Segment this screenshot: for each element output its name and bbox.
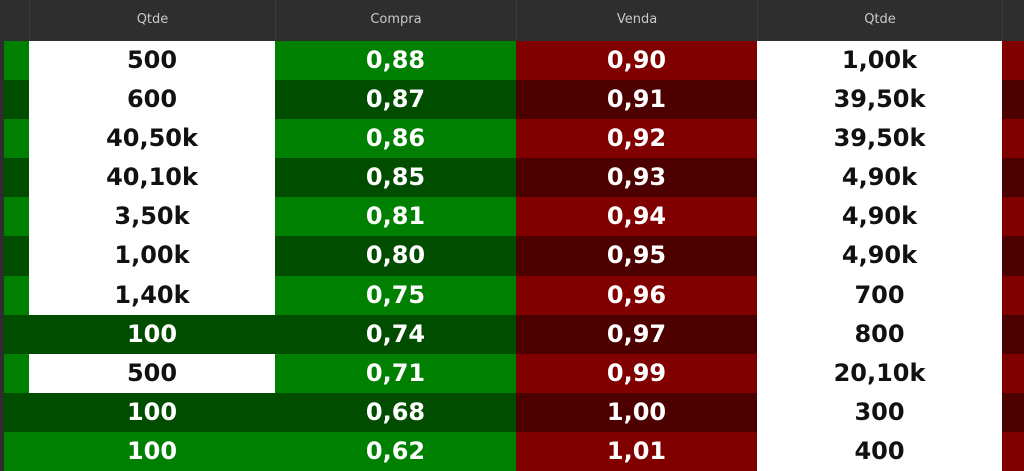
order-book-row[interactable]: 1,40k 0,75 0,96 700 <box>4 275 1024 315</box>
row-edge-cell[interactable] <box>1002 314 1024 354</box>
order-book-row[interactable]: 40,50k 0,86 0,92 39,50k <box>4 119 1024 159</box>
order-book-row[interactable]: 500 0,88 0,90 1,00k <box>4 41 1024 81</box>
buy-qty-cell[interactable]: 1,00k <box>29 236 275 276</box>
row-edge-cell[interactable] <box>1002 80 1024 120</box>
buy-price-cell[interactable]: 0,71 <box>365 358 426 387</box>
row-edge-cell[interactable] <box>1002 41 1024 81</box>
row-edge-cell[interactable] <box>1002 392 1024 432</box>
sell-price-cell[interactable]: 0,91 <box>516 80 757 120</box>
sell-price-cell[interactable]: 1,01 <box>516 431 757 471</box>
buy-qty-cell[interactable]: 40,10k <box>29 158 275 198</box>
sell-price-cell[interactable]: 0,97 <box>516 314 757 354</box>
row-edge-cell[interactable] <box>1002 236 1024 276</box>
column-header-sell-price[interactable]: Venda <box>516 0 757 41</box>
column-header-buy-qty[interactable]: Qtde <box>29 0 275 41</box>
buy-price-cell[interactable]: 0,80 <box>365 241 426 270</box>
buy-qty-cell[interactable]: 500 <box>29 353 275 393</box>
buy-qty-cell[interactable]: 100 <box>126 397 178 426</box>
order-book-row[interactable]: 500 0,71 0,99 20,10k <box>4 353 1024 393</box>
buy-qty-cell[interactable]: 3,50k <box>29 197 275 237</box>
order-book-row[interactable]: 3,50k 0,81 0,94 4,90k <box>4 197 1024 237</box>
buy-price-cell[interactable]: 0,62 <box>365 436 426 465</box>
sell-qty-cell[interactable]: 4,90k <box>757 158 1002 198</box>
order-book-row[interactable]: 40,10k 0,85 0,93 4,90k <box>4 158 1024 198</box>
row-edge-cell[interactable] <box>1002 275 1024 315</box>
sell-qty-cell[interactable]: 39,50k <box>757 119 1002 159</box>
column-header-sell-qty[interactable]: Qtde <box>757 0 1002 41</box>
buy-price-cell[interactable]: 0,87 <box>365 85 426 114</box>
sell-qty-cell[interactable]: 800 <box>757 314 1002 354</box>
buy-qty-cell[interactable]: 40,50k <box>29 119 275 159</box>
row-edge-cell[interactable] <box>1002 353 1024 393</box>
order-book-row[interactable]: 100 0,68 1,00 300 <box>4 392 1024 432</box>
buy-price-cell[interactable]: 0,68 <box>365 397 426 426</box>
sell-qty-cell[interactable]: 700 <box>757 275 1002 315</box>
sell-price-cell[interactable]: 0,95 <box>516 236 757 276</box>
buy-price-cell[interactable]: 0,74 <box>365 319 426 348</box>
buy-qty-cell[interactable]: 500 <box>29 41 275 81</box>
buy-qty-cell[interactable]: 1,40k <box>29 275 275 315</box>
sell-qty-cell[interactable]: 300 <box>757 392 1002 432</box>
sell-price-cell[interactable]: 0,92 <box>516 119 757 159</box>
sell-qty-cell[interactable]: 39,50k <box>757 80 1002 120</box>
sell-qty-cell[interactable]: 400 <box>757 431 1002 471</box>
sell-price-cell[interactable]: 1,00 <box>516 392 757 432</box>
column-header-extra <box>1002 0 1024 41</box>
buy-price-cell[interactable]: 0,85 <box>365 163 426 192</box>
buy-qty-cell[interactable]: 600 <box>29 80 275 120</box>
sell-price-cell[interactable]: 0,96 <box>516 275 757 315</box>
buy-price-cell[interactable]: 0,81 <box>365 202 426 231</box>
sell-qty-cell[interactable]: 4,90k <box>757 197 1002 237</box>
order-book-row[interactable]: 100 0,62 1,01 400 <box>4 431 1024 471</box>
sell-price-cell[interactable]: 0,93 <box>516 158 757 198</box>
row-edge-cell[interactable] <box>1002 197 1024 237</box>
order-book-rows: 500 0,88 0,90 1,00k 600 0,87 0,91 39,50k 40,50k 0… <box>4 41 1024 471</box>
buy-price-cell[interactable]: 0,86 <box>365 124 426 153</box>
sell-price-cell[interactable]: 0,99 <box>516 353 757 393</box>
order-book-header: Qtde Compra Venda Qtde <box>0 0 1024 41</box>
sell-qty-cell[interactable]: 4,90k <box>757 236 1002 276</box>
buy-qty-cell[interactable]: 100 <box>126 436 178 465</box>
buy-price-cell[interactable]: 0,88 <box>365 46 426 74</box>
row-edge-cell[interactable] <box>1002 431 1024 471</box>
buy-price-cell[interactable]: 0,75 <box>365 280 426 309</box>
row-edge-cell[interactable] <box>1002 119 1024 159</box>
sell-qty-cell[interactable]: 1,00k <box>757 41 1002 81</box>
sell-price-cell[interactable]: 0,94 <box>516 197 757 237</box>
order-book-row[interactable]: 100 0,74 0,97 800 <box>4 314 1024 354</box>
sell-qty-cell[interactable]: 20,10k <box>757 353 1002 393</box>
sell-price-cell[interactable]: 0,90 <box>516 41 757 81</box>
buy-qty-cell[interactable]: 100 <box>126 319 178 348</box>
order-book-row[interactable]: 1,00k 0,80 0,95 4,90k <box>4 236 1024 276</box>
row-edge-cell[interactable] <box>1002 158 1024 198</box>
column-header-buy-price[interactable]: Compra <box>275 0 516 41</box>
order-book-row[interactable]: 600 0,87 0,91 39,50k <box>4 80 1024 120</box>
